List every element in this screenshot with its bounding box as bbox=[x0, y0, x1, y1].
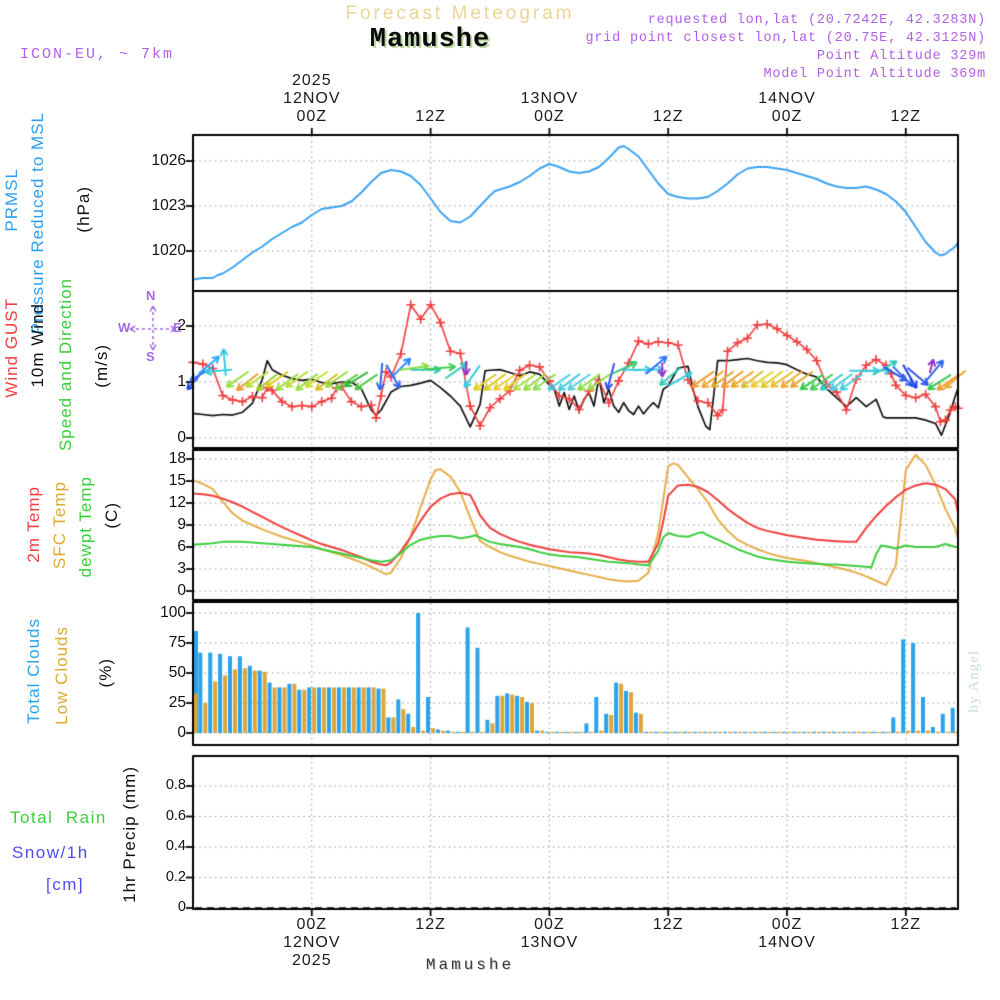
top-time-label: 12Z bbox=[652, 108, 684, 125]
precip-ytick-label: 0.2 bbox=[165, 868, 186, 885]
pressure-abbr-label: PRMSL bbox=[2, 168, 21, 232]
temp-2m-label: 2m Temp bbox=[24, 486, 43, 563]
precip-cm-label: [cm] bbox=[46, 875, 85, 894]
compass-west-label: W bbox=[118, 320, 131, 335]
bottom-time-label: 12Z bbox=[415, 916, 446, 933]
temp-dewpt-label: dewpt Temp bbox=[76, 476, 95, 578]
bottom-time-label: 12Z bbox=[652, 916, 684, 933]
pressure-ytick-label: 1023 bbox=[151, 197, 186, 214]
footer-station-name: Mamushe bbox=[425, 956, 515, 974]
pressure-ytick-label: 1020 bbox=[151, 242, 186, 259]
top-time-label: 00Z bbox=[771, 108, 803, 125]
top-time-label: 12Z bbox=[890, 108, 922, 125]
wind-unit-label: (m/s) bbox=[92, 344, 111, 388]
bottom-time-label: 12Z bbox=[890, 916, 922, 933]
wind-gust-label: Wind GUST bbox=[2, 298, 21, 398]
watermark: by Angel bbox=[966, 650, 982, 713]
top-time-label: 00Z bbox=[296, 108, 328, 125]
temperature-ytick-label: 15 bbox=[168, 472, 186, 489]
wind-ytick-label: 1 bbox=[177, 373, 186, 390]
bottom-time-label: 00Z bbox=[296, 916, 328, 933]
clouds-ytick-label: 50 bbox=[168, 664, 186, 681]
precip-snow-label: Snow/1h bbox=[12, 843, 89, 862]
model-name: ICON-EU, ~ 7km bbox=[20, 46, 175, 63]
wind-dir-label: Speed and Direction bbox=[56, 278, 75, 452]
wind-ytick-label: 2 bbox=[177, 317, 186, 334]
page-title: Forecast Meteogram bbox=[345, 3, 575, 24]
precip-ytick-label: 0.8 bbox=[165, 777, 186, 793]
temperature-ytick-label: 3 bbox=[177, 560, 186, 577]
requested-coords: requested lon,lat (20.7242E, 42.3283N) bbox=[647, 13, 986, 28]
point-altitude: Point Altitude 329m bbox=[816, 49, 986, 64]
temperature-ytick-label: 0 bbox=[177, 582, 186, 599]
bottom-time-label: 2025 bbox=[292, 952, 332, 969]
grid-point-coords: grid point closest lon,lat (20.75E, 42.3… bbox=[585, 31, 986, 46]
pressure-name-label: Pressure Reduced to MSL bbox=[28, 112, 47, 335]
temperature-ytick-label: 9 bbox=[177, 516, 186, 533]
bottom-time-label: 00Z bbox=[534, 916, 565, 933]
precip-rain-label: Total Rain bbox=[10, 808, 107, 827]
clouds-ytick-label: 75 bbox=[168, 634, 186, 651]
pressure-unit-label: (hPa) bbox=[74, 186, 93, 233]
bottom-time-label: 00Z bbox=[771, 916, 803, 933]
precip-ytick-label: 0.4 bbox=[165, 838, 186, 854]
temp-unit-label: (C) bbox=[102, 502, 121, 529]
top-time-label: 2025 bbox=[292, 72, 332, 89]
precip-ytick-label: 0 bbox=[177, 899, 186, 915]
clouds-ytick-label: 0 bbox=[177, 724, 186, 741]
compass-east-label: E bbox=[173, 320, 182, 335]
temperature-ytick-label: 18 bbox=[168, 450, 186, 467]
compass-south-label: S bbox=[146, 349, 155, 364]
clouds-ytick-label: 100 bbox=[160, 604, 186, 621]
top-time-label: 00Z bbox=[534, 108, 565, 125]
clouds-ytick-label: 25 bbox=[168, 694, 186, 711]
precip-ytick-label: 0.6 bbox=[165, 807, 186, 824]
bottom-time-label: 12NOV bbox=[283, 934, 341, 951]
bottom-time-label: 14NOV bbox=[758, 934, 816, 951]
temp-sfc-label: SFC Temp bbox=[50, 481, 69, 569]
precip-axis-label: 1hr Precip (mm) bbox=[120, 766, 139, 903]
top-time-label: 12Z bbox=[415, 108, 446, 125]
compass-north-label: N bbox=[146, 288, 156, 303]
station-title: Mamushe bbox=[369, 25, 491, 55]
top-time-label: 14NOV bbox=[758, 90, 816, 107]
clouds-low-label: Low Clouds bbox=[52, 626, 71, 725]
top-time-label: 12NOV bbox=[283, 90, 341, 107]
temperature-ytick-label: 6 bbox=[177, 538, 186, 555]
temperature-ytick-label: 12 bbox=[168, 494, 186, 511]
clouds-total-label: Total Clouds bbox=[24, 618, 43, 724]
clouds-unit-label: (%) bbox=[96, 658, 115, 688]
wind-ytick-label: 0 bbox=[177, 429, 186, 446]
top-time-label: 13NOV bbox=[520, 90, 579, 107]
wind-10m-label: 10m Wind bbox=[28, 303, 47, 388]
model-point-altitude: Model Point Altitude 369m bbox=[763, 67, 986, 82]
bottom-time-label: 13NOV bbox=[520, 934, 579, 951]
pressure-ytick-label: 1026 bbox=[151, 152, 186, 169]
